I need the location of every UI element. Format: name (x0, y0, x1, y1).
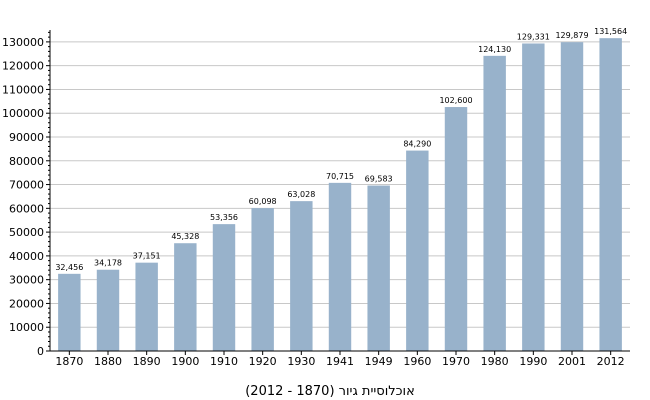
x-tick-label-1870: 1870 (55, 355, 83, 368)
x-tick-label-2001: 2001 (558, 355, 586, 368)
x-axis-ticks: 1870 1880 1890 1900 1910 1920 1930 1941 1949 1960… (55, 351, 625, 368)
x-tick-label-1910: 1910 (210, 355, 238, 368)
y-tick-label: 30000 (9, 274, 44, 287)
y-tick-label: 80000 (9, 155, 44, 168)
x-tick-label-1920: 1920 (249, 355, 277, 368)
y-axis-ticks: 0 10000 20000 30000 40000 50000 60000 70000 8000… (2, 31, 50, 358)
y-tick-label: 130000 (2, 36, 44, 49)
bar-1910 (212, 224, 236, 351)
data-label-1900: 45,328 (171, 232, 199, 241)
x-tick-label-1970: 1970 (442, 355, 470, 368)
data-label-2001: 129,879 (555, 31, 588, 40)
x-tick-label-2012: 2012 (597, 355, 625, 368)
bars (58, 38, 622, 352)
x-tick-label-1880: 1880 (94, 355, 122, 368)
bar-1880 (96, 269, 120, 351)
bar-1980 (483, 55, 506, 352)
data-label-1880: 34,178 (94, 259, 122, 268)
bar-1990 (522, 43, 545, 352)
x-tick-label-1980: 1980 (481, 355, 509, 368)
data-label-1949: 69,583 (365, 175, 393, 184)
y-tick-label: 100000 (2, 107, 44, 120)
data-label-1970: 102,600 (439, 96, 472, 105)
y-tick-label: 110000 (2, 83, 44, 96)
data-label-2012: 131,564 (594, 27, 627, 36)
data-label-1990: 129,331 (517, 32, 550, 41)
bar-1920 (251, 208, 274, 351)
x-tick-label-1990: 1990 (519, 355, 547, 368)
data-label-1960: 84,290 (403, 140, 431, 149)
bar-1870 (58, 273, 81, 351)
y-tick-label: 50000 (9, 226, 44, 239)
bar-1930 (290, 201, 313, 351)
y-tick-label: 70000 (9, 179, 44, 192)
x-tick-label-1949: 1949 (365, 355, 393, 368)
data-labels: 32,456 34,178 37,151 45,328 53,356 60,098 63,0… (55, 27, 627, 272)
x-tick-label-1941: 1941 (326, 355, 354, 368)
y-tick-label: 10000 (9, 321, 44, 334)
bar-2012 (599, 38, 622, 351)
bar-1970 (444, 107, 468, 351)
bar-1960 (406, 150, 429, 351)
bar-1949 (367, 185, 390, 351)
bar-1890 (135, 262, 158, 351)
data-label-1920: 60,098 (249, 197, 277, 206)
bar-1941 (328, 182, 352, 351)
x-tick-label-1960: 1960 (403, 355, 431, 368)
bar-1900 (174, 243, 197, 351)
data-label-1941: 70,715 (326, 172, 354, 181)
y-tick-label: 0 (37, 345, 44, 358)
y-tick-label: 40000 (9, 250, 44, 263)
x-tick-label-1900: 1900 (171, 355, 199, 368)
data-label-1870: 32,456 (55, 263, 83, 272)
data-label-1890: 37,151 (133, 252, 161, 261)
y-tick-label: 20000 (9, 297, 44, 310)
data-label-1980: 124,130 (478, 45, 511, 54)
y-tick-label: 120000 (2, 60, 44, 73)
bar-2001 (560, 42, 584, 351)
data-label-1910: 53,356 (210, 213, 238, 222)
x-tick-label-1930: 1930 (287, 355, 315, 368)
data-label-1930: 63,028 (287, 190, 315, 199)
chart-title: אוכלוסיית גיור (1870 - 2012) (245, 384, 415, 399)
y-tick-label: 90000 (9, 131, 44, 144)
y-tick-label: 60000 (9, 202, 44, 215)
x-tick-label-1890: 1890 (133, 355, 161, 368)
